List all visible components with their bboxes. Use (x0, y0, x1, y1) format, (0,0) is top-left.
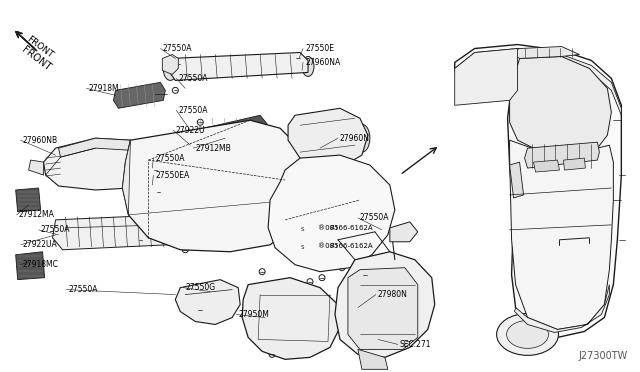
Polygon shape (192, 115, 268, 155)
Polygon shape (175, 280, 240, 324)
Polygon shape (15, 188, 40, 212)
Text: 27550A: 27550A (40, 225, 70, 234)
Circle shape (339, 265, 345, 271)
Circle shape (172, 87, 179, 93)
Polygon shape (268, 155, 395, 272)
Text: 27960N: 27960N (340, 134, 370, 143)
Circle shape (152, 167, 158, 173)
Ellipse shape (354, 124, 370, 152)
Polygon shape (509, 57, 611, 152)
Text: 27550A: 27550A (68, 285, 98, 294)
Circle shape (295, 223, 309, 237)
Text: 27550E: 27550E (305, 44, 334, 53)
Ellipse shape (534, 125, 556, 135)
Circle shape (319, 275, 325, 280)
Text: J27300TW: J27300TW (578, 351, 627, 361)
Ellipse shape (163, 58, 177, 80)
Text: 27918MC: 27918MC (22, 260, 58, 269)
Polygon shape (515, 285, 609, 333)
Circle shape (405, 339, 411, 344)
Circle shape (197, 119, 204, 125)
Polygon shape (188, 140, 262, 178)
Text: 27550A: 27550A (179, 74, 208, 83)
Polygon shape (563, 158, 586, 170)
Circle shape (568, 95, 588, 115)
Text: (1): (1) (330, 243, 339, 248)
Polygon shape (525, 142, 600, 168)
Polygon shape (44, 138, 148, 190)
Ellipse shape (278, 302, 306, 333)
Text: S: S (300, 245, 304, 250)
Circle shape (156, 189, 161, 195)
Text: 27918M: 27918M (88, 84, 119, 93)
Text: 27960NA: 27960NA (305, 58, 340, 67)
Text: 27950M: 27950M (238, 310, 269, 319)
Ellipse shape (285, 310, 299, 326)
Text: FRONT: FRONT (25, 35, 54, 60)
Circle shape (307, 279, 313, 285)
Polygon shape (163, 54, 179, 74)
Polygon shape (52, 215, 170, 250)
Circle shape (175, 61, 181, 67)
Text: 27550A: 27550A (163, 44, 192, 53)
Polygon shape (242, 278, 340, 359)
Text: 27912MA: 27912MA (19, 211, 54, 219)
Text: 27912MB: 27912MB (195, 144, 231, 153)
Ellipse shape (568, 121, 591, 131)
Polygon shape (509, 46, 579, 58)
Polygon shape (168, 52, 308, 80)
Polygon shape (335, 252, 435, 357)
Circle shape (295, 241, 309, 255)
Polygon shape (122, 120, 302, 252)
Text: ®08566-6162A: ®08566-6162A (318, 225, 372, 231)
Text: 27960NB: 27960NB (22, 136, 58, 145)
Text: 27550A: 27550A (360, 214, 389, 222)
Circle shape (197, 307, 204, 312)
Polygon shape (509, 140, 613, 330)
Text: ®08566-6162A: ®08566-6162A (318, 243, 372, 249)
Circle shape (362, 272, 368, 278)
Text: 27922U: 27922U (175, 126, 205, 135)
Ellipse shape (497, 314, 559, 355)
Polygon shape (113, 82, 165, 108)
Polygon shape (29, 160, 44, 175)
Circle shape (182, 247, 188, 253)
Text: 27550A: 27550A (179, 106, 208, 115)
Text: (1): (1) (330, 225, 339, 230)
Ellipse shape (302, 57, 314, 76)
Polygon shape (454, 48, 621, 115)
Circle shape (269, 352, 275, 357)
Text: 27550EA: 27550EA (156, 170, 189, 180)
Text: 27980N: 27980N (378, 290, 408, 299)
Polygon shape (454, 45, 621, 337)
Circle shape (207, 145, 213, 151)
Polygon shape (534, 160, 559, 172)
Text: 27550G: 27550G (186, 283, 216, 292)
Polygon shape (454, 48, 518, 105)
Circle shape (299, 245, 305, 251)
Polygon shape (288, 108, 368, 168)
Polygon shape (358, 349, 388, 369)
Text: S: S (300, 227, 304, 232)
Polygon shape (59, 138, 131, 157)
Text: FRONT: FRONT (20, 45, 52, 73)
Circle shape (259, 269, 265, 275)
Text: 27922UA: 27922UA (22, 240, 58, 249)
Polygon shape (348, 268, 418, 349)
Circle shape (532, 100, 552, 120)
Text: SEC.271: SEC.271 (400, 340, 431, 349)
Circle shape (299, 227, 305, 233)
Circle shape (138, 237, 143, 243)
Polygon shape (15, 252, 45, 280)
Polygon shape (509, 162, 524, 198)
Circle shape (295, 55, 301, 61)
Ellipse shape (507, 321, 548, 349)
Text: 27550A: 27550A (156, 154, 185, 163)
Polygon shape (390, 222, 418, 242)
Polygon shape (122, 140, 131, 215)
